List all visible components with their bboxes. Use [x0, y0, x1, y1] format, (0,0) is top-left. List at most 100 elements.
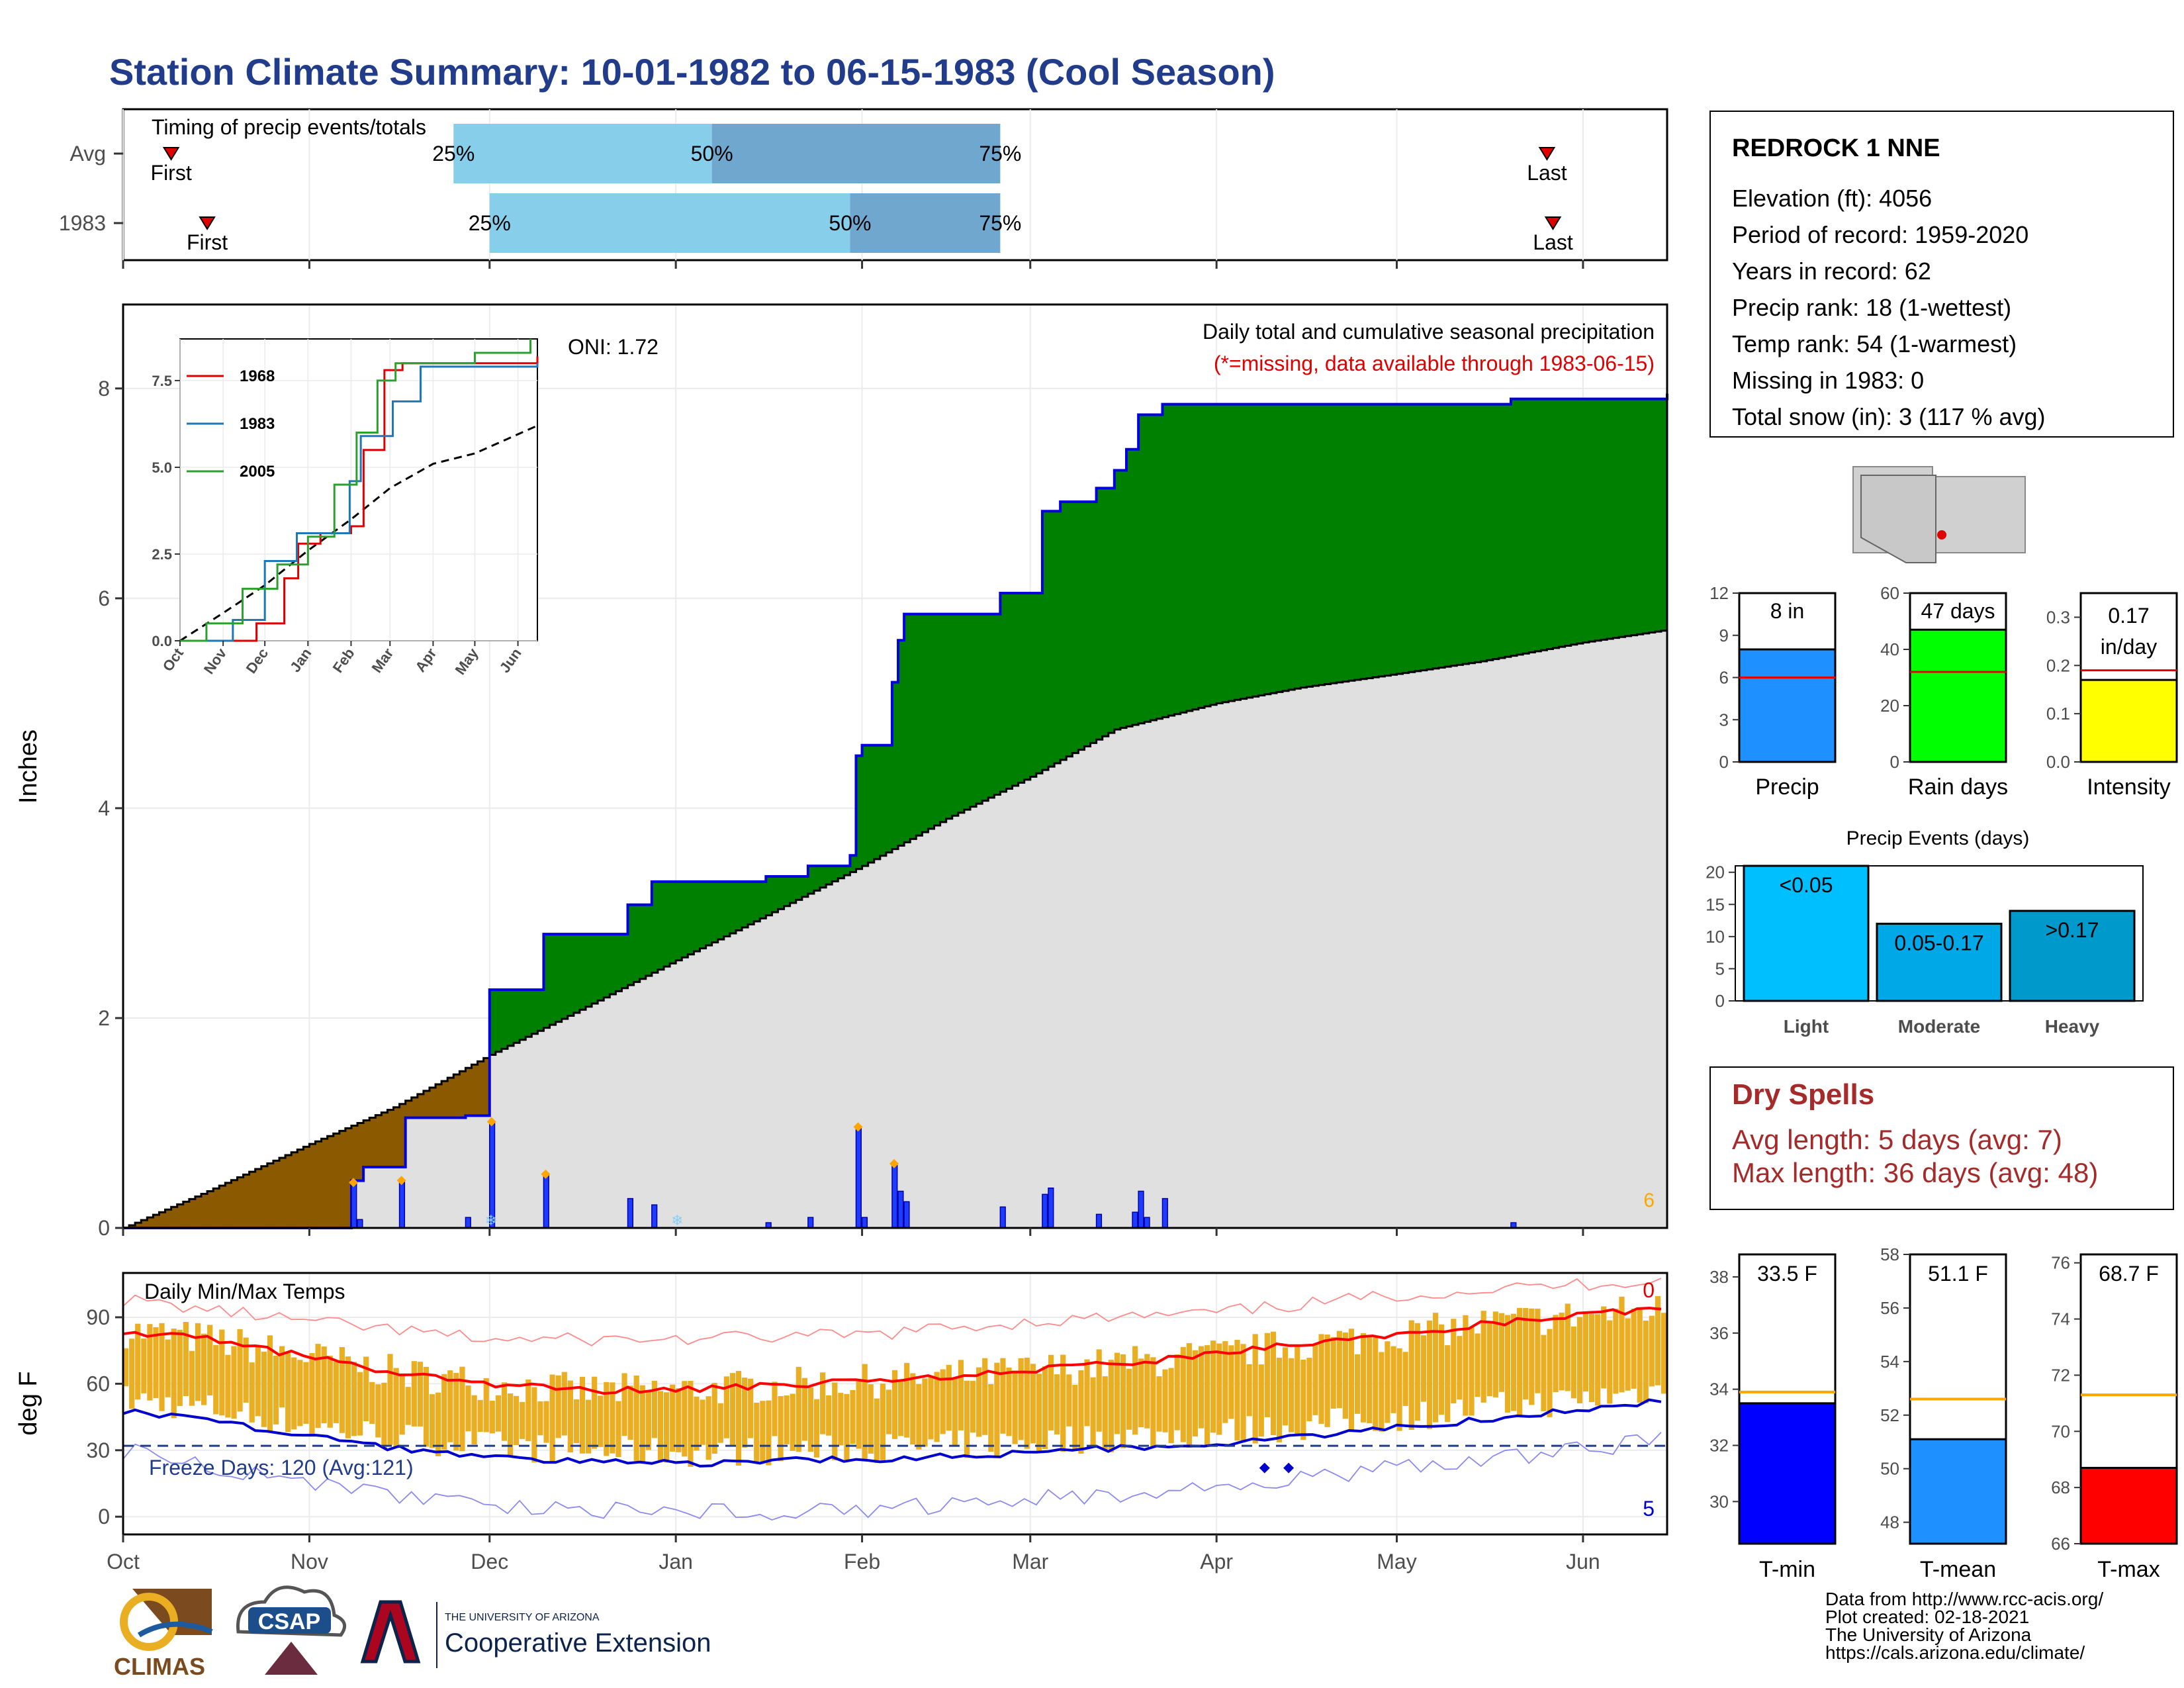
precip-deficit-slice — [177, 1204, 184, 1228]
temp-summary-tick-label: 38 — [1709, 1267, 1729, 1287]
credit-line: The University of Arizona — [1825, 1624, 2032, 1645]
daily-temp-bar — [1162, 1369, 1168, 1432]
daily-temp-bar — [1547, 1329, 1553, 1417]
precip-surplus-slice — [1619, 399, 1626, 637]
precip-surplus-slice — [1336, 404, 1343, 682]
stat-bars: 8 in 0 3 6 9 12 Precip 47 days 0 20 40 60 Rain days 0… — [1709, 583, 2178, 800]
precip-surplus-slice — [537, 990, 545, 1031]
daily-temp-bar — [291, 1357, 297, 1430]
precip-surplus-slice — [1024, 592, 1031, 780]
precip-deficit-slice — [387, 1109, 394, 1168]
daily-temp-bar — [195, 1323, 201, 1401]
daily-temp-bar — [129, 1338, 135, 1409]
precip-deficit-slice — [399, 1103, 406, 1168]
precip-surplus-slice — [766, 876, 773, 915]
precip-deficit-slice — [357, 1123, 364, 1181]
daily-temp-bar — [1336, 1331, 1342, 1409]
daily-temp-bar — [1619, 1296, 1625, 1393]
daily-temp-bar — [928, 1376, 934, 1440]
daily-temp-bar — [1120, 1354, 1126, 1448]
daily-precip-bar — [351, 1183, 357, 1229]
temp-panel: 0 30 60 90 Oct Nov Dec Jan Feb Mar Apr May Jun Dail… — [15, 1272, 1668, 1573]
stat-bar-value-label: in/day — [2101, 635, 2157, 659]
precip-surplus-slice — [1102, 488, 1109, 737]
inset-y-tick-label: 0.0 — [152, 633, 172, 649]
precip-surplus-slice — [982, 614, 989, 801]
daily-temp-bar — [1613, 1308, 1619, 1394]
daily-temp-bar — [339, 1347, 345, 1433]
temp-summary-tick-label: 34 — [1709, 1380, 1729, 1399]
precip-deficit-slice — [315, 1141, 322, 1228]
daily-temp-bar — [1517, 1307, 1523, 1416]
precip-events-bar-label: >0.17 — [2046, 918, 2099, 942]
precip-surplus-slice — [1367, 404, 1373, 679]
daily-temp-bar — [411, 1361, 417, 1427]
precip-surplus-slice — [633, 904, 641, 982]
daily-temp-bar — [489, 1401, 495, 1434]
precip-surplus-slice — [946, 614, 953, 819]
daily-temp-bar — [363, 1356, 369, 1422]
inset-series-line — [180, 339, 531, 642]
daily-temp-bar — [525, 1379, 531, 1441]
daily-temp-bar — [904, 1362, 910, 1438]
daily-precip-bar — [1042, 1194, 1048, 1229]
daily-temp-bar — [147, 1324, 153, 1401]
temp-summary-tick-label: 72 — [2051, 1365, 2070, 1385]
station-info-line: Missing in 1983: 0 — [1732, 367, 1924, 394]
daily-temp-bar — [976, 1367, 982, 1437]
precip-surplus-slice — [670, 881, 676, 964]
daily-temp-bar — [838, 1393, 844, 1446]
daily-temp-bar — [1300, 1359, 1306, 1440]
record-low-marker-icon — [1283, 1462, 1295, 1474]
daily-temp-bar — [826, 1395, 832, 1436]
daily-temp-bar — [982, 1358, 988, 1435]
precip-surplus-slice — [1289, 404, 1295, 690]
precip-surplus-slice — [1318, 404, 1326, 685]
precip-surplus-slice — [1036, 592, 1043, 774]
inset-legend: 1968 1983 2005 — [187, 367, 275, 481]
csap-logo-text: CSAP — [258, 1609, 320, 1634]
precip-surplus-slice — [940, 614, 947, 822]
timing-last-label: Last — [1527, 161, 1567, 185]
precip-surplus-slice — [916, 614, 923, 836]
ua-logo: THE UNIVERSITY OF ARIZONA Cooperative Ex… — [360, 1600, 711, 1668]
timing-bar-50-75 — [711, 124, 1001, 183]
daily-temp-bar — [615, 1401, 621, 1457]
daily-temp-bar — [1523, 1307, 1529, 1400]
daily-temp-bar — [1312, 1344, 1318, 1415]
temp-summary-name: T-max — [2097, 1557, 2160, 1582]
precip-surplus-slice — [844, 866, 851, 876]
precip-deficit-slice — [381, 1112, 388, 1168]
daily-temp-bar — [1000, 1358, 1006, 1434]
precip-surplus-slice — [1234, 404, 1242, 700]
precip-deficit-slice — [171, 1207, 178, 1228]
stat-bar — [1738, 648, 1837, 763]
temp-count-top: 0 — [1643, 1278, 1655, 1302]
precip-surplus-slice — [567, 934, 574, 1016]
daily-precip-bar — [861, 1217, 868, 1229]
daily-temp-bar — [1475, 1333, 1480, 1397]
daily-temp-bar — [994, 1362, 1000, 1456]
avg-tmax-line — [122, 1307, 1662, 1395]
precip-y-tick-label: 2 — [98, 1006, 110, 1030]
precip-surplus-slice — [682, 881, 688, 958]
station-info-line: Total snow (in): 3 (117 % avg) — [1732, 403, 2046, 430]
precip-surplus-slice — [639, 904, 647, 979]
daily-temp-bar — [351, 1362, 357, 1436]
precip-surplus-slice — [1114, 470, 1121, 730]
daily-temp-bar — [1252, 1334, 1258, 1444]
inset-y-tick-label: 2.5 — [152, 546, 172, 563]
temp-summary-tick-label: 76 — [2051, 1253, 2070, 1273]
daily-temp-bar — [766, 1400, 772, 1466]
stat-bar-value-label: 0.17 — [2108, 604, 2149, 628]
precip-surplus-slice — [1445, 404, 1451, 667]
daily-temp-bar — [1234, 1340, 1240, 1441]
daily-temp-bar — [700, 1399, 705, 1445]
daily-temp-bar — [1180, 1346, 1186, 1442]
timing-bar-25-50 — [489, 193, 850, 253]
precip-surplus-slice — [676, 881, 682, 961]
daily-temp-bar — [627, 1385, 633, 1440]
daily-precip-bar — [897, 1190, 904, 1229]
daily-temp-bar — [417, 1362, 423, 1427]
precip-surplus-slice — [627, 904, 635, 986]
